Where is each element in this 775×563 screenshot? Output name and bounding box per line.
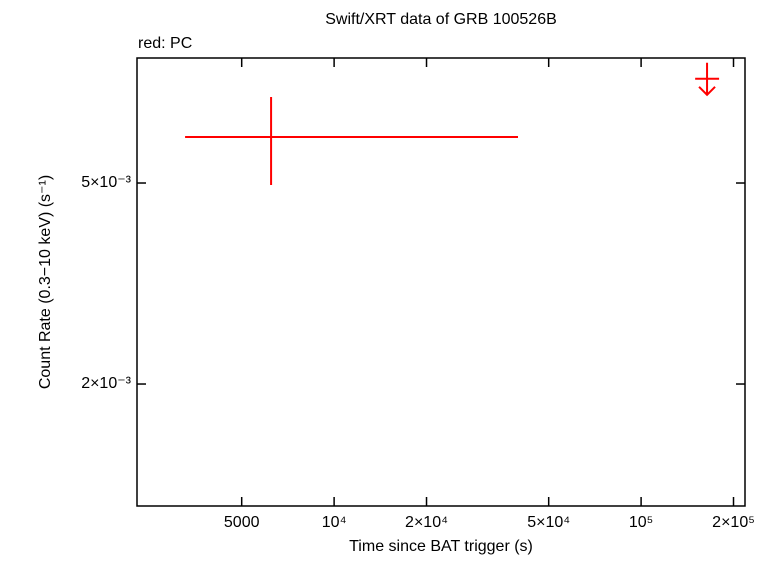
y-tick-label: 2×10⁻³: [81, 375, 131, 392]
upper-limit-arrow: [698, 62, 716, 97]
chart-title: Swift/XRT data of GRB 100526B: [325, 11, 557, 28]
chart-subtitle: red: PC: [138, 35, 192, 52]
x-tick-label: 5000: [224, 514, 260, 531]
x-tick-label: 2×10⁴: [405, 514, 448, 531]
x-tick-label: 10⁴: [322, 514, 347, 531]
x-axis-label: Time since BAT trigger (s): [349, 538, 533, 555]
y-tick-label: 5×10⁻³: [81, 174, 131, 191]
x-tick-label: 2×10⁵: [712, 514, 755, 531]
y-axis-label: Count Rate (0.3−10 keV) (s⁻¹): [37, 175, 54, 389]
x-tick-label: 5×10⁴: [527, 514, 570, 531]
x-tick-label: 10⁵: [629, 514, 653, 531]
plot-frame: [136, 57, 746, 507]
